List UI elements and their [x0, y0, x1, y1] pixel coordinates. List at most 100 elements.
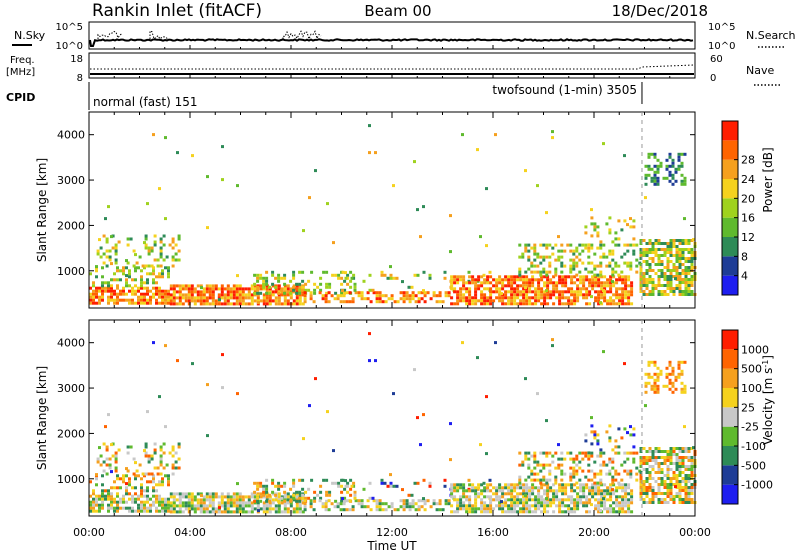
range-gate-cell — [608, 436, 612, 440]
range-gate-cell — [593, 433, 597, 437]
range-gate-cell — [588, 489, 592, 493]
range-gate-cell — [546, 287, 550, 291]
range-gate-cell — [603, 483, 607, 487]
range-gate-cell — [639, 254, 643, 257]
range-gate-cell — [146, 509, 149, 513]
range-gate-cell — [642, 480, 646, 483]
range-gate-cell — [576, 498, 580, 502]
range-gate-cell — [468, 281, 472, 285]
range-gate-cell — [675, 480, 679, 483]
range-gate-cell — [599, 478, 603, 482]
range-gate-cell — [206, 383, 209, 387]
range-gate-cell — [155, 292, 158, 296]
range-gate-cell — [411, 297, 415, 301]
freq-panel: Freq. [MHz] 18 8 60 0 Nave — [6, 52, 780, 86]
range-gate-cell — [687, 492, 691, 495]
range-gate-cell — [265, 302, 269, 306]
range-gate-cell — [274, 495, 278, 499]
range-gate-cell — [545, 478, 549, 482]
range-gate-cell — [567, 483, 571, 487]
range-gate-cell — [161, 289, 164, 293]
range-gate-cell — [271, 290, 275, 294]
range-gate-cell — [378, 508, 382, 512]
range-gate-cell — [158, 494, 161, 498]
range-gate-cell — [597, 299, 601, 303]
range-gate-cell — [292, 507, 296, 511]
range-gate-cell — [504, 492, 508, 496]
range-gate-cell — [89, 292, 92, 296]
range-gate-cell — [171, 246, 175, 250]
colorbar-swatch — [722, 179, 738, 199]
range-gate-cell — [262, 287, 266, 291]
range-gate-cell — [190, 498, 194, 502]
range-gate-cell — [283, 291, 287, 295]
range-gate-cell — [624, 501, 628, 505]
range-gate-cell — [208, 498, 212, 502]
range-gate-cell — [181, 495, 185, 499]
range-gate-cell — [645, 480, 649, 483]
range-gate-cell — [611, 460, 615, 464]
range-gate-cell — [687, 468, 691, 471]
range-gate-cell — [504, 290, 508, 294]
range-gate-cell — [560, 243, 564, 247]
range-gate-cell — [486, 287, 490, 291]
nsky-label: N.Sky — [14, 29, 46, 42]
range-gate-cell — [651, 486, 655, 489]
range-gate-cell — [675, 447, 679, 450]
range-gate-cell — [609, 483, 613, 487]
range-gate-cell — [504, 284, 508, 288]
range-gate-cell — [125, 474, 128, 478]
range-gate-cell — [366, 499, 370, 503]
range-gate-cell — [119, 486, 122, 490]
range-gate-cell — [672, 483, 676, 486]
range-gate-cell — [295, 287, 299, 291]
range-gate-cell — [524, 270, 528, 274]
range-gate-cell — [177, 237, 181, 241]
range-gate-cell — [642, 290, 646, 293]
range-gate-cell — [104, 286, 107, 290]
range-gate-cell — [138, 463, 142, 467]
range-gate-cell — [627, 296, 631, 300]
range-gate-cell — [599, 454, 603, 458]
range-gate-cell — [432, 291, 436, 295]
range-gate-cell — [144, 442, 148, 446]
range-gate-cell — [414, 294, 418, 298]
range-gate-cell — [630, 501, 634, 505]
range-gate-cell — [196, 290, 200, 294]
range-gate-cell — [672, 471, 676, 474]
range-gate-cell — [137, 474, 140, 478]
range-gate-cell — [110, 500, 113, 504]
range-gate-cell — [164, 503, 167, 507]
range-gate-cell — [447, 291, 451, 295]
range-gate-cell — [477, 495, 481, 499]
range-gate-cell — [690, 254, 694, 257]
range-gate-cell — [459, 507, 463, 511]
range-gate-cell — [98, 446, 101, 450]
range-gate-cell — [217, 510, 221, 514]
range-gate-cell — [241, 510, 245, 514]
colorbar-swatch — [722, 217, 738, 237]
range-gate-cell — [588, 293, 592, 297]
range-gate-cell — [536, 392, 539, 396]
range-gate-cell — [690, 290, 694, 293]
range-gate-cell — [578, 258, 582, 262]
range-gate-cell — [150, 454, 154, 458]
range-gate-cell — [629, 425, 632, 429]
range-gate-cell — [669, 251, 673, 254]
range-gate-cell — [527, 267, 531, 271]
range-gate-cell — [98, 238, 101, 242]
range-gate-cell — [656, 182, 660, 186]
range-gate-cell — [551, 136, 554, 140]
range-gate-cell — [603, 293, 607, 297]
range-gate-cell — [381, 508, 385, 512]
range-gate-cell — [666, 471, 670, 474]
range-gate-cell — [629, 469, 633, 473]
range-gate-cell — [575, 261, 579, 265]
range-gate-cell — [690, 468, 694, 471]
range-gate-cell — [495, 492, 499, 496]
range-gate-cell — [635, 264, 639, 268]
range-gate-cell — [218, 506, 221, 510]
range-gate-cell — [600, 293, 604, 297]
range-gate-cell — [250, 501, 254, 505]
range-gate-cell — [253, 499, 257, 503]
